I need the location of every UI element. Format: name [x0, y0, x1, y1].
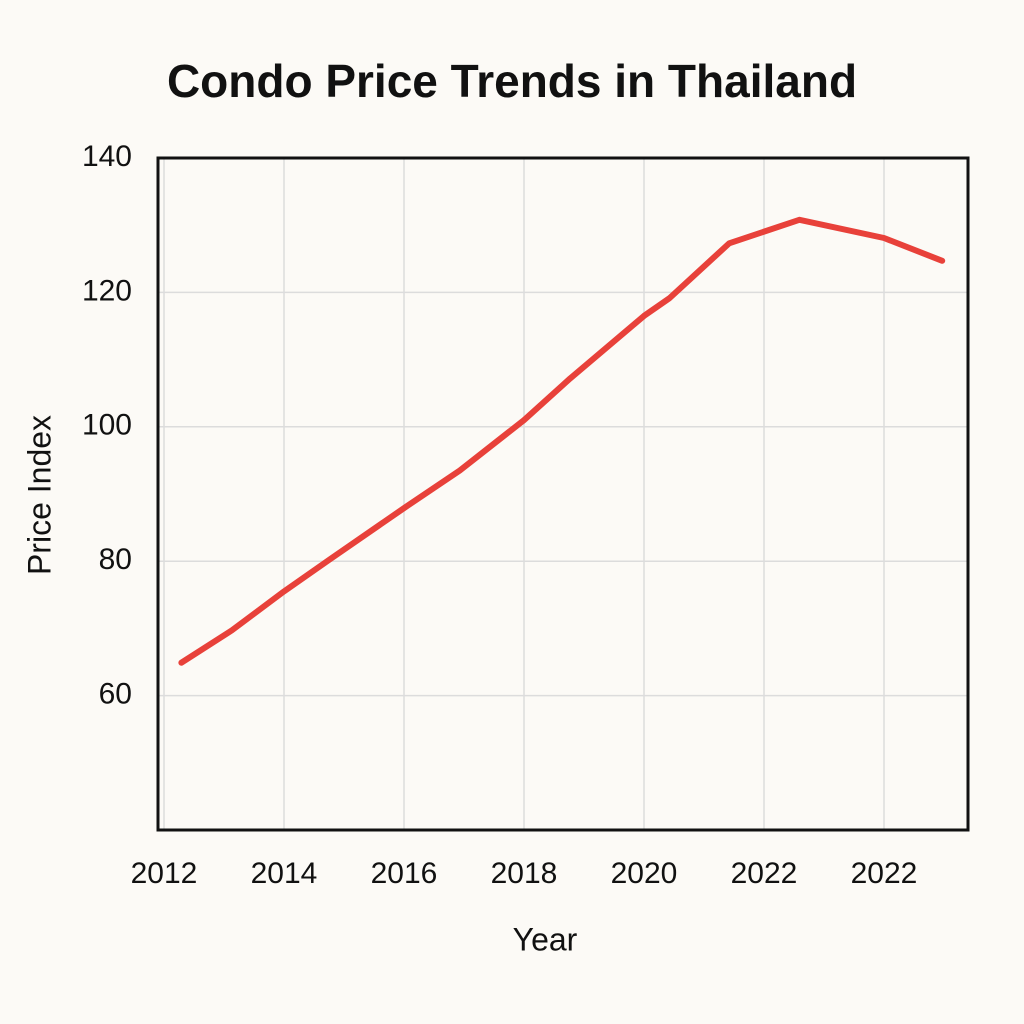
x-tick-label: 2018 — [491, 857, 558, 890]
y-tick-label: 120 — [82, 274, 132, 307]
grid — [158, 157, 968, 830]
tick-labels: 60 80 100 120 140 2012 2014 2016 2018 2020 2022 202… — [82, 140, 917, 890]
y-tick-label: 100 — [82, 409, 132, 442]
y-tick-label: 140 — [82, 140, 132, 173]
y-tick-label: 60 — [99, 678, 132, 711]
data-line — [178, 216, 946, 666]
plot-data — [178, 216, 946, 666]
plot-frame — [156, 156, 970, 832]
x-tick-label: 2022 — [731, 857, 798, 890]
x-tick-label: 2022 — [851, 857, 918, 890]
y-tick-label: 80 — [99, 543, 132, 576]
x-tick-label: 2012 — [131, 857, 198, 890]
x-tick-label: 2020 — [611, 857, 678, 890]
y-axis-label: Price Index — [21, 415, 57, 575]
x-tick-label: 2016 — [371, 857, 438, 890]
x-tick-label: 2014 — [251, 857, 318, 890]
x-axis-label: Year — [513, 921, 578, 957]
chart-title: Condo Price Trends in Thailand — [167, 55, 857, 107]
